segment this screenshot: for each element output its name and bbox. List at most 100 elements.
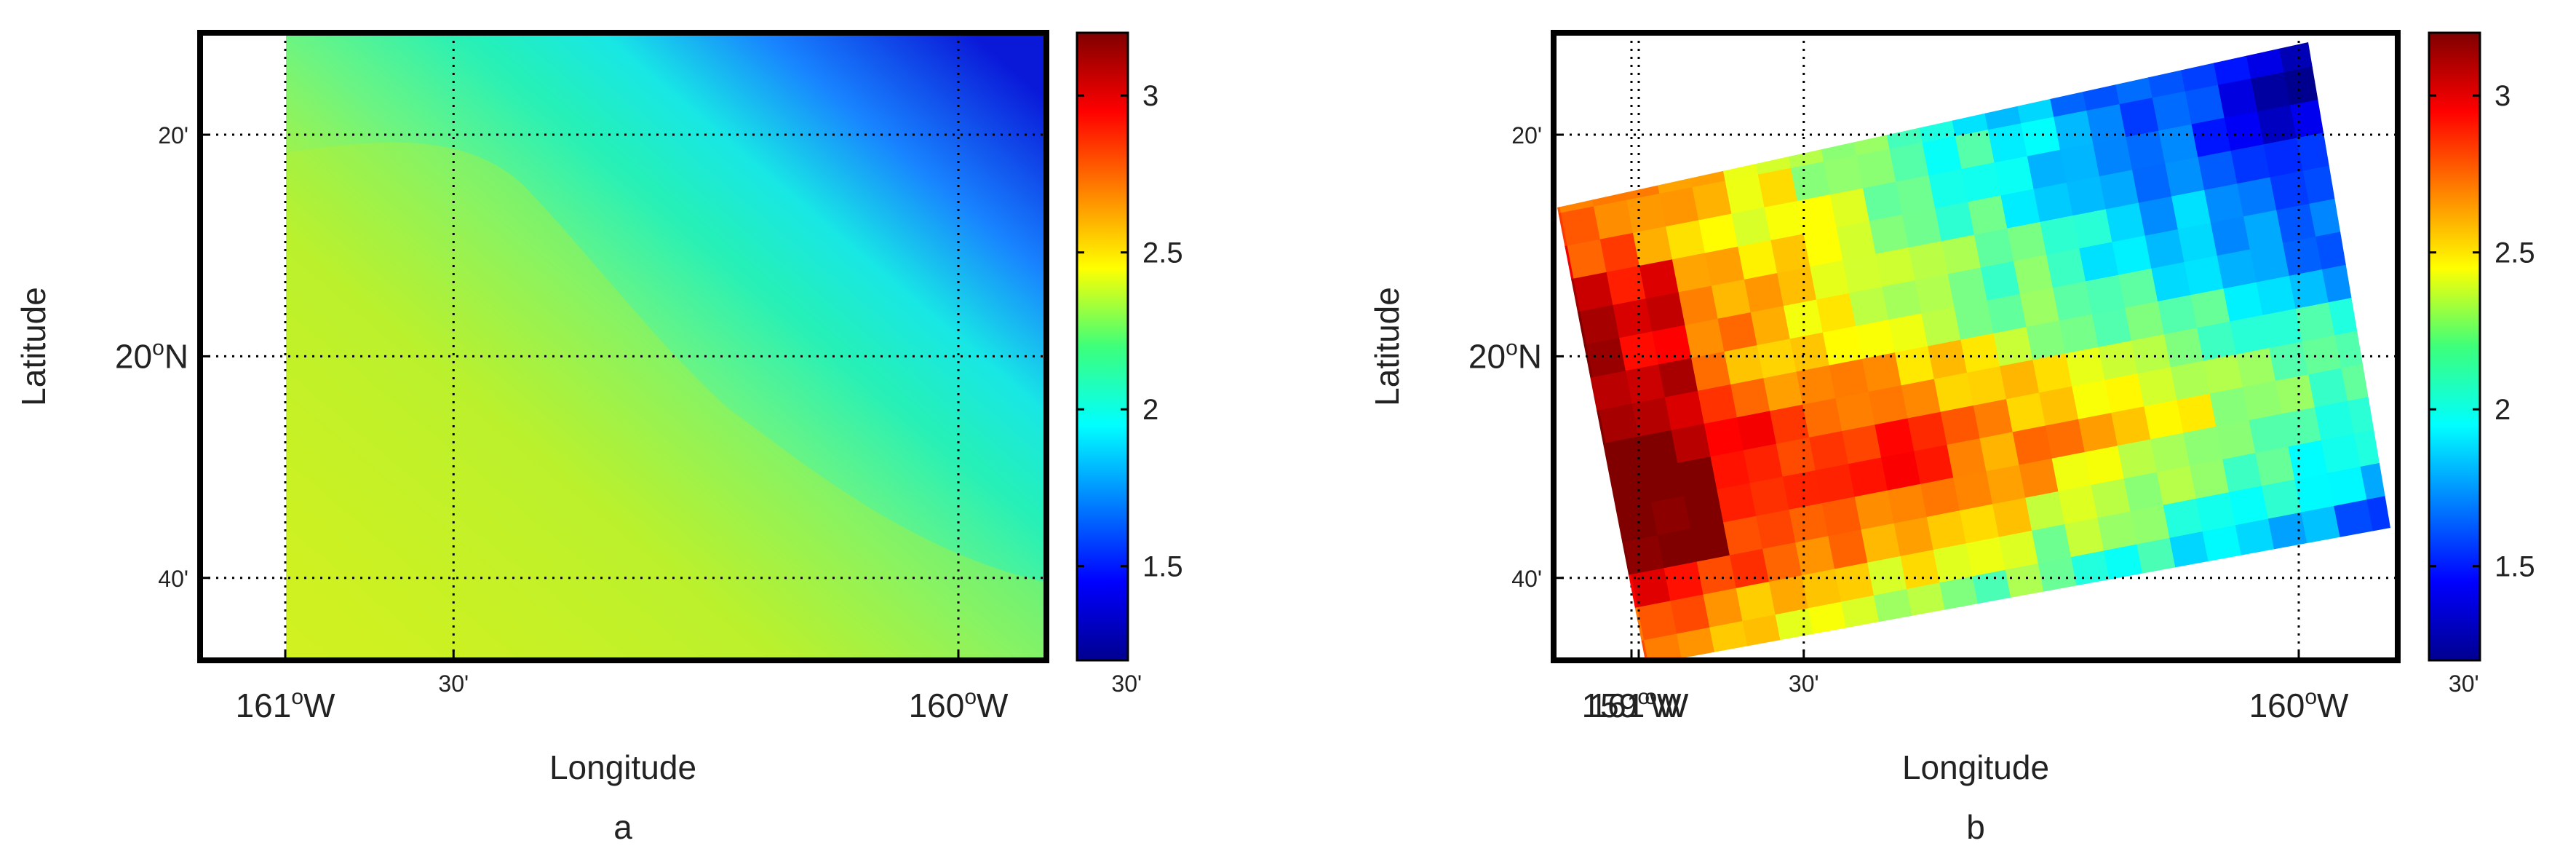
field-cell: [1987, 123, 2028, 164]
field-cell: [2079, 242, 2120, 282]
field-cell: [1965, 708, 2005, 748]
field-cell: [2070, 550, 2112, 591]
field-cell: [1729, 719, 1769, 759]
field-cell: [2359, 630, 2390, 660]
field-cell: [1698, 213, 1739, 254]
field-cell: [2155, 636, 2196, 660]
field-cell: [1565, 580, 1606, 621]
field-cell: [2289, 269, 2329, 310]
field-cell: [1626, 193, 1667, 234]
field-cell: [2223, 282, 2264, 323]
field-cell: [2129, 676, 2169, 716]
field-cell: [2001, 42, 2042, 59]
field-cell: [1776, 437, 1816, 478]
field-cell: [1763, 371, 1804, 412]
field-cell: [2151, 261, 2192, 302]
field-cell: [1882, 280, 1923, 321]
field-cell: [1926, 681, 1966, 721]
field-cell: [1777, 266, 1818, 307]
field-cell: [2308, 368, 2349, 408]
field-cell: [1717, 312, 1758, 352]
field-cell: [2166, 0, 2206, 26]
panel-b-ylabel: Latitude: [1368, 287, 1406, 406]
field-cell: [2386, 421, 2390, 462]
field-cell: [2290, 98, 2331, 139]
field-cell: [1797, 194, 1837, 235]
field-cell: [2190, 459, 2230, 499]
field-cell: [1889, 142, 1930, 183]
field-cell: [1881, 451, 1922, 491]
field-cell: [1702, 759, 1742, 799]
field-cell: [1908, 241, 1949, 282]
field-cell: [1768, 575, 1809, 616]
field-cell: [1901, 379, 1941, 419]
field-cell: [1974, 228, 2015, 269]
field-cell: [2348, 224, 2389, 264]
field-cell: [2078, 412, 2119, 453]
field-cell: [1834, 562, 1875, 603]
field-cell: [1696, 555, 1737, 596]
panel-b-label: b: [1966, 808, 1985, 846]
field-cell: [1922, 135, 1963, 176]
field-cell: [1637, 601, 1678, 641]
field-cell: [2165, 157, 2206, 197]
field-cell: [2026, 320, 2067, 361]
field-cell: [2346, 565, 2387, 606]
field-cell: [1893, 516, 1934, 557]
field-cell: [1594, 199, 1634, 240]
field-cell: [2143, 570, 2184, 611]
field-cell: [2019, 458, 2059, 499]
y-tick-label: 20': [1511, 122, 1542, 149]
field-cell: [2119, 98, 2160, 138]
field-cell: [1691, 351, 1732, 392]
field-cell: [2243, 210, 2284, 250]
field-cell: [1625, 364, 1666, 405]
field-cell: [1926, 510, 1967, 551]
field-cell: [2000, 360, 2040, 400]
field-cell: [2163, 328, 2205, 368]
field-cell: [1782, 470, 1823, 510]
field-cell: [1605, 436, 1646, 477]
field-cell: [2132, 163, 2173, 204]
field-cell: [1676, 798, 1716, 838]
field-cell: [2091, 307, 2132, 348]
field-cell: [2260, 649, 2301, 660]
field-cell: [2235, 518, 2275, 559]
field-cell: [1979, 602, 2019, 643]
field-cell: [1992, 497, 2033, 538]
field-cell: [1646, 121, 1687, 162]
field-cell: [2070, 721, 2110, 762]
field-cell: [1604, 778, 1644, 818]
colorbar-tick-label: 2: [2494, 394, 2511, 426]
field-cell: [1624, 534, 1665, 575]
field-cell: [1692, 181, 1733, 221]
field-cell: [1880, 622, 1920, 660]
field-cell: [2232, 0, 2272, 14]
field-cell: [2373, 526, 2390, 566]
field-cell: [1933, 372, 1974, 413]
field-cell: [1789, 332, 1830, 373]
field-cell: [2019, 287, 2060, 328]
field-cell: [2263, 138, 2304, 178]
field-cell: [2368, 151, 2390, 192]
field-cell: [1840, 766, 1880, 806]
field-cell: [2287, 611, 2328, 652]
field-cell: [2077, 583, 2118, 624]
field-cell: [2249, 242, 2290, 283]
field-cell: [1829, 358, 1869, 399]
field-cell: [1560, 206, 1601, 247]
field-cell: [1954, 300, 1995, 341]
field-cell: [1903, 42, 1944, 78]
field-cell: [1711, 279, 1752, 320]
field-cell: [1762, 542, 1803, 583]
field-cell: [1567, 239, 1607, 280]
field-cell: [2007, 221, 2048, 262]
field-cell: [1998, 701, 2038, 741]
field-cell: [1749, 476, 1790, 517]
field-cell: [1710, 450, 1751, 491]
panel-b-frame: [1551, 30, 2401, 663]
field-cell: [1973, 399, 2014, 440]
field-cell: [1778, 95, 1818, 136]
field-cell: [1941, 234, 1981, 275]
